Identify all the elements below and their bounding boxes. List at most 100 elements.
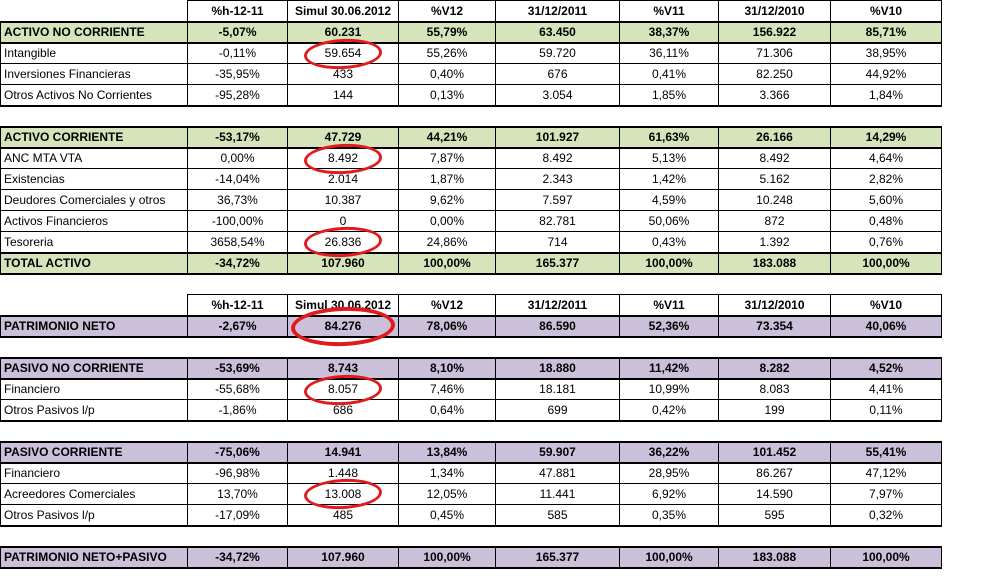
value-cell[interactable]: 85,71% <box>830 20 942 44</box>
row-label-cell[interactable]: Financiero <box>0 378 188 400</box>
value-cell[interactable]: 11.441 <box>495 483 620 505</box>
empty-cell[interactable] <box>287 104 399 127</box>
row-label-cell[interactable]: Otros Pasivos l/p <box>0 399 188 421</box>
value-cell[interactable]: 0,76% <box>830 231 942 253</box>
value-cell[interactable]: -100,00% <box>187 210 288 232</box>
value-cell[interactable]: 0,45% <box>398 504 496 526</box>
value-cell[interactable]: 8,10% <box>398 356 496 380</box>
value-cell[interactable]: 86.590 <box>495 314 620 338</box>
value-cell[interactable]: 0,35% <box>619 504 719 526</box>
column-header-cell[interactable]: Simul 30.06.2012 <box>287 0 399 22</box>
value-cell[interactable]: 82.781 <box>495 210 620 232</box>
value-cell[interactable]: -75,06% <box>187 440 288 464</box>
value-cell[interactable]: 10,99% <box>619 378 719 400</box>
column-header-cell[interactable]: 31/12/2010 <box>718 0 831 22</box>
value-cell[interactable]: 55,79% <box>398 20 496 44</box>
value-cell[interactable]: 8.282 <box>718 356 831 380</box>
empty-cell[interactable] <box>0 335 188 358</box>
value-cell[interactable]: 165.377 <box>495 545 620 569</box>
value-cell[interactable]: 5,13% <box>619 147 719 169</box>
value-cell[interactable]: -14,04% <box>187 168 288 190</box>
value-cell[interactable]: 4,52% <box>830 356 942 380</box>
column-header-cell[interactable]: %h-12-11 <box>187 294 288 316</box>
value-cell[interactable]: 26.166 <box>718 125 831 149</box>
value-cell[interactable]: 0,64% <box>398 399 496 421</box>
empty-cell[interactable] <box>287 335 399 358</box>
value-cell[interactable]: 36,73% <box>187 189 288 211</box>
row-label-cell[interactable]: Intangible <box>0 42 188 64</box>
empty-cell[interactable] <box>287 272 399 295</box>
empty-cell[interactable] <box>830 524 942 547</box>
value-cell[interactable]: 82.250 <box>718 63 831 85</box>
empty-cell[interactable] <box>0 419 188 442</box>
empty-cell[interactable] <box>718 104 831 127</box>
value-cell[interactable]: 485 <box>287 504 399 526</box>
value-cell[interactable]: 100,00% <box>830 545 942 569</box>
value-cell[interactable]: 3.054 <box>495 84 620 106</box>
empty-cell[interactable] <box>187 272 288 295</box>
value-cell[interactable]: 8.492 <box>287 147 399 169</box>
value-cell[interactable]: 8.492 <box>718 147 831 169</box>
value-cell[interactable]: -53,17% <box>187 125 288 149</box>
empty-cell[interactable] <box>287 419 399 442</box>
empty-cell[interactable] <box>830 272 942 295</box>
column-header-cell[interactable]: Simul 30.06.2012 <box>287 294 399 316</box>
column-header-cell[interactable] <box>1 295 188 316</box>
column-header-cell[interactable]: %V12 <box>398 0 496 22</box>
value-cell[interactable]: 0,11% <box>830 399 942 421</box>
row-label-cell[interactable]: Deudores Comerciales y otros <box>0 189 188 211</box>
empty-cell[interactable] <box>619 335 719 358</box>
row-label-cell[interactable]: Activos Financieros <box>0 210 188 232</box>
value-cell[interactable]: 63.450 <box>495 20 620 44</box>
row-label-cell[interactable]: Otros Activos No Corrientes <box>0 84 188 106</box>
value-cell[interactable]: 3658,54% <box>187 231 288 253</box>
value-cell[interactable]: 10.248 <box>718 189 831 211</box>
value-cell[interactable]: 1,85% <box>619 84 719 106</box>
value-cell[interactable]: 2,82% <box>830 168 942 190</box>
empty-cell[interactable] <box>495 335 620 358</box>
value-cell[interactable]: 24,86% <box>398 231 496 253</box>
empty-cell[interactable] <box>830 335 942 358</box>
value-cell[interactable]: 5,60% <box>830 189 942 211</box>
value-cell[interactable]: 0,40% <box>398 63 496 85</box>
empty-cell[interactable] <box>0 272 188 295</box>
value-cell[interactable]: 585 <box>495 504 620 526</box>
value-cell[interactable]: 107.960 <box>287 251 399 275</box>
row-label-cell[interactable]: PATRIMONIO NETO <box>0 314 188 338</box>
value-cell[interactable]: 10.387 <box>287 189 399 211</box>
empty-cell[interactable] <box>187 419 288 442</box>
value-cell[interactable]: 11,42% <box>619 356 719 380</box>
value-cell[interactable]: 40,06% <box>830 314 942 338</box>
value-cell[interactable]: 12,05% <box>398 483 496 505</box>
value-cell[interactable]: 36,11% <box>619 42 719 64</box>
value-cell[interactable]: 183.088 <box>718 251 831 275</box>
empty-cell[interactable] <box>0 104 188 127</box>
value-cell[interactable]: 1,84% <box>830 84 942 106</box>
row-label-cell[interactable]: PATRIMONIO NETO+PASIVO <box>0 545 188 569</box>
value-cell[interactable]: 18.880 <box>495 356 620 380</box>
value-cell[interactable]: 84.276 <box>287 314 399 338</box>
value-cell[interactable]: 4,41% <box>830 378 942 400</box>
value-cell[interactable]: 13,84% <box>398 440 496 464</box>
empty-cell[interactable] <box>287 524 399 547</box>
value-cell[interactable]: 101.452 <box>718 440 831 464</box>
row-label-cell[interactable]: Inversiones Financieras <box>0 63 188 85</box>
value-cell[interactable]: 2.014 <box>287 168 399 190</box>
empty-cell[interactable] <box>0 524 188 547</box>
value-cell[interactable]: 1.448 <box>287 462 399 484</box>
value-cell[interactable]: 47.729 <box>287 125 399 149</box>
value-cell[interactable]: 156.922 <box>718 20 831 44</box>
value-cell[interactable]: 0,43% <box>619 231 719 253</box>
column-header-cell[interactable]: 31/12/2010 <box>718 294 831 316</box>
value-cell[interactable]: 1,42% <box>619 168 719 190</box>
value-cell[interactable]: 59.720 <box>495 42 620 64</box>
row-label-cell[interactable]: PASIVO NO CORRIENTE <box>0 356 188 380</box>
value-cell[interactable]: 3.366 <box>718 84 831 106</box>
value-cell[interactable]: 13.008 <box>287 483 399 505</box>
value-cell[interactable]: -53,69% <box>187 356 288 380</box>
column-header-cell[interactable]: %V10 <box>830 0 942 22</box>
value-cell[interactable]: 9,62% <box>398 189 496 211</box>
value-cell[interactable]: 71.306 <box>718 42 831 64</box>
value-cell[interactable]: 8.743 <box>287 356 399 380</box>
value-cell[interactable]: 0,13% <box>398 84 496 106</box>
